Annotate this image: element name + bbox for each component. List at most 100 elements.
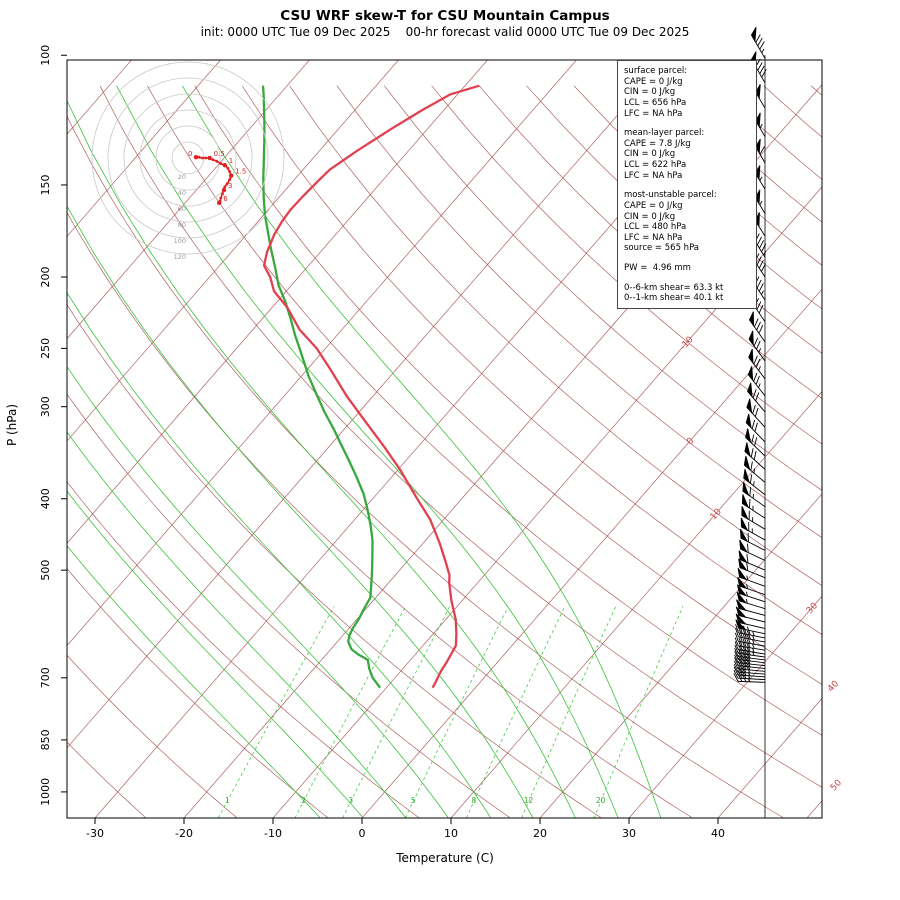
wind-barb <box>747 366 766 397</box>
hodograph-ring-label: 60 <box>178 205 186 213</box>
hodograph-ring-label: 40 <box>178 189 186 197</box>
wind-barb <box>741 494 766 519</box>
x-axis-label: Temperature (C) <box>396 851 494 865</box>
isotherm-value-label: -10 <box>678 335 696 353</box>
parcel-stat-line: CIN = 0 J/kg <box>624 211 676 222</box>
dry-adiabat-line <box>99 85 822 788</box>
hodograph-ring-label: 120 <box>174 253 186 261</box>
hodograph-height-label: 3 <box>228 182 232 190</box>
parcel-stat-line: CAPE = 0 J/kg <box>624 200 683 211</box>
parcel-group-title: most-unstable parcel: <box>624 190 717 201</box>
y-tick-label: 150 <box>39 174 52 195</box>
mixing-ratio-line <box>217 606 335 818</box>
x-tick-label: 20 <box>533 827 547 840</box>
mixing-ratio-label: 3 <box>348 796 353 805</box>
mixing-ratio-label: 20 <box>596 796 606 805</box>
hodograph-point <box>226 167 230 170</box>
dry-adiabat-line <box>67 115 784 818</box>
hodograph-point <box>219 162 223 166</box>
dry-adiabat-line <box>431 85 822 445</box>
dry-adiabat-line <box>763 85 822 138</box>
y-tick-label: 250 <box>39 338 52 359</box>
y-tick-label: 100 <box>39 45 52 66</box>
wind-barb <box>737 584 766 603</box>
dry-adiabat-line <box>810 85 822 96</box>
hodograph-ring <box>123 93 253 223</box>
parcel-info-box: surface parcel: CAPE = 0 J/kg CIN = 0 J/kg… <box>617 60 757 309</box>
x-tick-label: -30 <box>86 827 104 840</box>
dry-adiabat-line <box>384 85 822 491</box>
y-axis-label: P (hPa) <box>5 403 19 447</box>
x-tick-label: 40 <box>711 827 725 840</box>
x-tick-label: 0 <box>359 827 366 840</box>
hodograph-height-label: 0 <box>188 150 192 158</box>
hodograph-height-point <box>193 155 199 160</box>
parcel-group-title: mean-layer parcel: <box>624 128 705 139</box>
parcel-stat-line: LCL = 480 hPa <box>624 222 687 233</box>
wind-barb <box>748 348 766 380</box>
parcel-stat-line: LFC = NA hPa <box>624 170 683 181</box>
wind-barb <box>750 27 766 59</box>
wind-barb <box>738 558 766 579</box>
parcel-stat-line: LCL = 622 hPa <box>624 160 687 170</box>
wind-barb <box>740 517 766 541</box>
hodograph-point <box>225 182 229 186</box>
parcel-stat-line: CIN = 0 J/kg <box>624 149 676 160</box>
hodograph-ring <box>107 77 269 239</box>
dry-adiabat-line <box>336 85 822 539</box>
wind-barb <box>743 456 766 483</box>
page-subtitle: init: 0000 UTC Tue 09 Dec 2025 00-hr for… <box>200 25 690 39</box>
isotherm-value-label: 0 <box>685 436 696 447</box>
y-tick-label: 700 <box>39 667 52 688</box>
moist-adiabat-line <box>67 545 321 818</box>
mixing-ratio-line <box>405 606 509 818</box>
isotherm-value-label: 40 <box>826 679 841 694</box>
wind-barb <box>736 591 766 610</box>
temperature-curve <box>262 84 480 689</box>
hodograph-height-label: 1 <box>229 157 233 165</box>
plot-border <box>66 59 823 819</box>
hodograph-height-point <box>229 173 234 178</box>
wind-barb <box>735 624 766 639</box>
hodograph-height-label: 6 <box>223 195 228 203</box>
wind-barb <box>745 413 766 443</box>
y-tick-label: 1000 <box>39 778 52 806</box>
parcel-group-title: surface parcel: <box>624 66 688 76</box>
mixing-ratio-label: 2 <box>301 796 306 805</box>
moist-adiabat-line <box>67 366 449 818</box>
hodograph-ring <box>155 125 221 191</box>
hodograph: 20 40 60 80 100 120 0 0.5 11.536 <box>91 61 285 261</box>
dry-adiabat-line <box>67 304 602 818</box>
dry-adiabat-line <box>67 654 238 818</box>
shear-line: 0--1-km shear= 40.1 kt <box>624 293 724 304</box>
isotherm-value-label: 50 <box>829 778 844 793</box>
y-tick-label: 850 <box>39 729 52 750</box>
isotherm-line <box>67 60 399 442</box>
isotherm-line <box>67 60 666 749</box>
shear-line: 0--6-km shear= 63.3 kt <box>624 282 724 293</box>
isotherm-line <box>67 60 132 135</box>
hodograph-ring-label: 80 <box>178 221 186 229</box>
mixing-ratio-line <box>294 606 406 818</box>
hodograph-height-point <box>222 163 227 168</box>
mixing-ratio-label: 12 <box>524 796 534 805</box>
dry-adiabat-line <box>67 741 147 818</box>
x-tick-label: -10 <box>264 827 282 840</box>
hodograph-ring <box>139 109 237 207</box>
isotherm-line <box>67 60 488 544</box>
isotherm-line <box>67 60 310 340</box>
wind-barb <box>733 660 766 672</box>
y-tick-label: 400 <box>39 488 52 509</box>
wind-barb <box>748 311 766 343</box>
page-title: CSU WRF skew-T for CSU Mountain Campus <box>280 8 610 24</box>
wind-barb <box>736 599 766 616</box>
wind-barb <box>741 506 766 530</box>
moist-adiabat-line <box>67 205 534 818</box>
moist-adiabat-line <box>116 85 619 818</box>
wind-barb <box>733 669 766 681</box>
moist-adiabat-line <box>181 85 662 818</box>
isotherm-line <box>539 493 822 818</box>
wind-barb <box>746 398 766 428</box>
